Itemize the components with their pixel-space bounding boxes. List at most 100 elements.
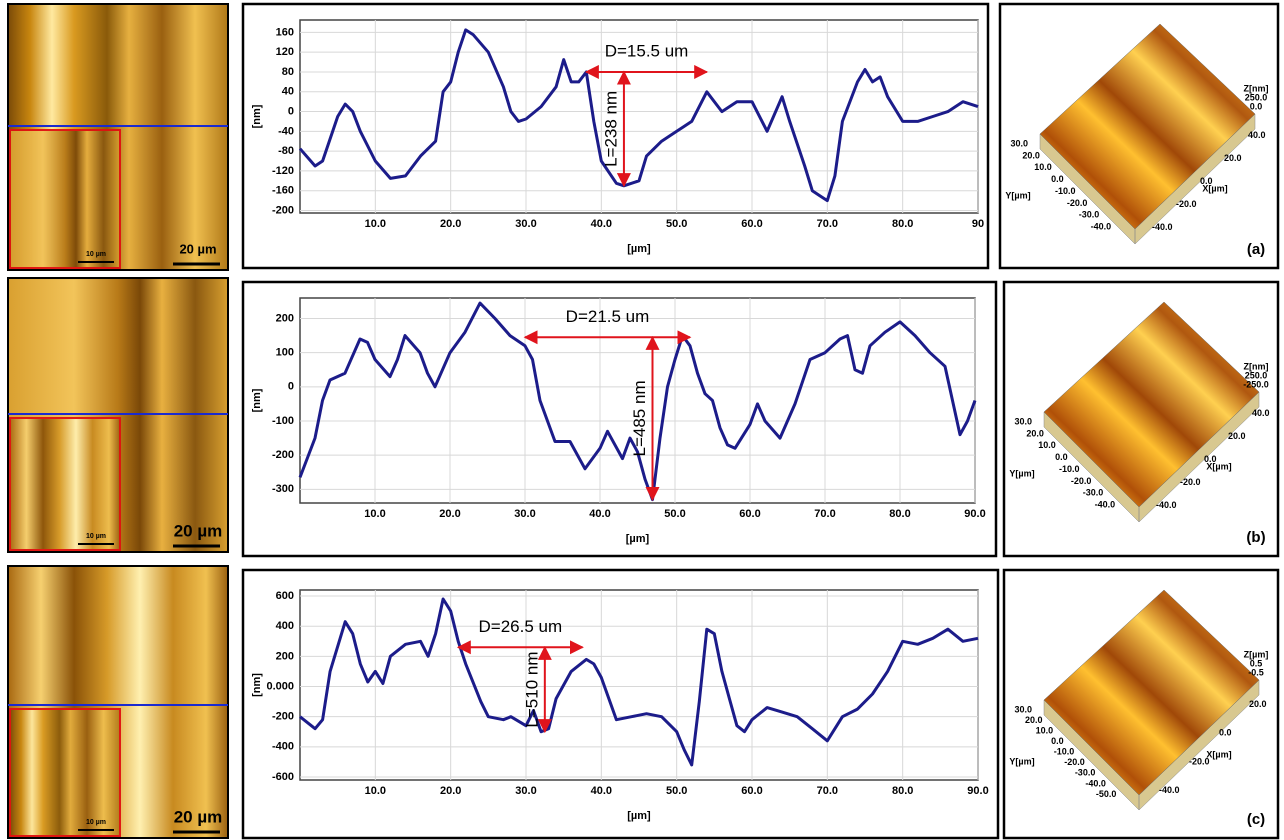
y3-tick-label: -40.0	[1085, 778, 1106, 788]
y3-tick-label: -10.0	[1054, 747, 1075, 757]
y-tick-label: -80	[278, 145, 294, 157]
x-axis-label: [µm]	[627, 810, 651, 822]
depth-label: L=510 nm	[522, 651, 541, 727]
z-tick-label: -0.5	[1248, 667, 1264, 677]
x-tick-label: 30.0	[515, 785, 536, 797]
y-axis-label: [nm]	[251, 388, 263, 412]
x-tick-label: 30.0	[515, 218, 536, 230]
x-tick-label: 60.0	[741, 218, 762, 230]
x3-tick-label: 40.0	[1248, 130, 1266, 140]
page: 20 µm10 µm-200-160-120-80-40040801201601…	[0, 0, 1284, 840]
y3-tick-label: 0.0	[1055, 452, 1068, 462]
y3-tick-label: -50.0	[1096, 789, 1117, 799]
x-tick-label: 80.0	[892, 785, 913, 797]
x-tick-label: 60.0	[739, 508, 760, 520]
y3-tick-label: -20.0	[1071, 476, 1092, 486]
y-tick-label: -600	[272, 771, 294, 783]
scale-label: 20 µm	[174, 807, 223, 826]
y-tick-label: 160	[276, 26, 294, 38]
afm-inset	[10, 418, 120, 550]
y3-tick-label: 20.0	[1025, 715, 1043, 725]
y3-tick-label: 30.0	[1014, 704, 1032, 714]
y3-tick-label: -40.0	[1095, 500, 1116, 510]
scale-label: 20 µm	[174, 521, 223, 540]
y-tick-label: 0	[288, 381, 294, 393]
y3-axis-label: Y[µm]	[1005, 190, 1030, 200]
x3-tick-label: 20.0	[1249, 699, 1267, 709]
x-tick-label: 90.0	[967, 785, 988, 797]
x-axis-label: [µm]	[627, 243, 651, 255]
x-tick-label: 50.0	[666, 785, 687, 797]
scale-label: 20 µm	[179, 241, 216, 256]
distance-label: D=21.5 um	[566, 307, 650, 326]
y-tick-label: 200	[276, 650, 294, 662]
x3-tick-label: -40.0	[1156, 500, 1177, 510]
afm-inset	[10, 709, 120, 836]
y-tick-label: 100	[276, 347, 294, 359]
x-tick-label: 50.0	[666, 218, 687, 230]
x3-axis-label: X[µm]	[1206, 749, 1231, 759]
y3-tick-label: -30.0	[1075, 768, 1096, 778]
x-tick-label: 60.0	[741, 785, 762, 797]
y-tick-label: -200	[272, 711, 294, 723]
x-tick-label: 70.0	[814, 508, 835, 520]
x3-tick-label: 20.0	[1224, 153, 1242, 163]
x-tick-label: 40.0	[591, 785, 612, 797]
x-tick-label: 70.0	[817, 218, 838, 230]
y-tick-label: 0.000	[266, 680, 294, 692]
y3-tick-label: -20.0	[1064, 757, 1085, 767]
y-axis-label: [nm]	[251, 104, 263, 128]
x-tick-label: 10.0	[365, 218, 386, 230]
x-tick-label: 40.0	[589, 508, 610, 520]
y-tick-label: -200	[272, 449, 294, 461]
y-tick-label: -100	[272, 415, 294, 427]
x-tick-label: 10.0	[365, 785, 386, 797]
x3-axis-label: X[µm]	[1202, 183, 1227, 193]
y-tick-label: -400	[272, 741, 294, 753]
x-tick-label: 70.0	[817, 785, 838, 797]
y-tick-label: 120	[276, 46, 294, 58]
y3-tick-label: 30.0	[1014, 416, 1032, 426]
y3-tick-label: 20.0	[1022, 150, 1040, 160]
x-tick-label: 50.0	[664, 508, 685, 520]
x-tick-label: 40.0	[591, 218, 612, 230]
y-tick-label: 400	[276, 620, 294, 632]
x-tick-label: 90.0	[964, 508, 985, 520]
x3-tick-label: -40.0	[1152, 222, 1173, 232]
afm-inset	[10, 130, 120, 268]
x3-tick-label: 40.0	[1252, 408, 1270, 418]
y-tick-label: -200	[272, 204, 294, 216]
y3-tick-label: -10.0	[1055, 186, 1076, 196]
distance-label: D=15.5 um	[605, 41, 689, 60]
distance-label: D=26.5 um	[479, 617, 563, 636]
figure: 20 µm10 µm-200-160-120-80-40040801201601…	[0, 0, 1284, 840]
z-tick-label: 0.0	[1250, 101, 1263, 111]
plot-area	[300, 590, 978, 780]
inset-scale-label: 10 µm	[86, 533, 106, 540]
y3-axis-label: Y[µm]	[1009, 756, 1034, 766]
inset-scale-label: 10 µm	[86, 819, 106, 826]
x-tick-label: 20.0	[439, 508, 460, 520]
y3-tick-label: -30.0	[1079, 210, 1100, 220]
y3-tick-label: 10.0	[1034, 162, 1052, 172]
y-tick-label: 600	[276, 590, 294, 602]
y-tick-label: -120	[272, 165, 294, 177]
y3-tick-label: -10.0	[1059, 464, 1080, 474]
y3-tick-label: 0.0	[1051, 736, 1064, 746]
y-tick-label: -40	[278, 125, 294, 137]
x3-tick-label: -20.0	[1180, 477, 1201, 487]
x3-tick-label: -40.0	[1159, 785, 1180, 795]
x-axis-label: [µm]	[626, 533, 650, 545]
panel-label: (b)	[1246, 529, 1265, 546]
y-tick-label: -300	[272, 483, 294, 495]
y3-tick-label: 10.0	[1038, 440, 1056, 450]
y3-tick-label: 0.0	[1051, 174, 1064, 184]
x-tick-label: 20.0	[440, 785, 461, 797]
y3-axis-label: Y[µm]	[1009, 468, 1034, 478]
y-tick-label: -160	[272, 185, 294, 197]
y-tick-label: 0	[288, 105, 294, 117]
y3-tick-label: 30.0	[1010, 138, 1028, 148]
x-tick-label: 30.0	[514, 508, 535, 520]
panel-label: (c)	[1247, 811, 1265, 828]
depth-label: L=238 nm	[601, 91, 620, 167]
